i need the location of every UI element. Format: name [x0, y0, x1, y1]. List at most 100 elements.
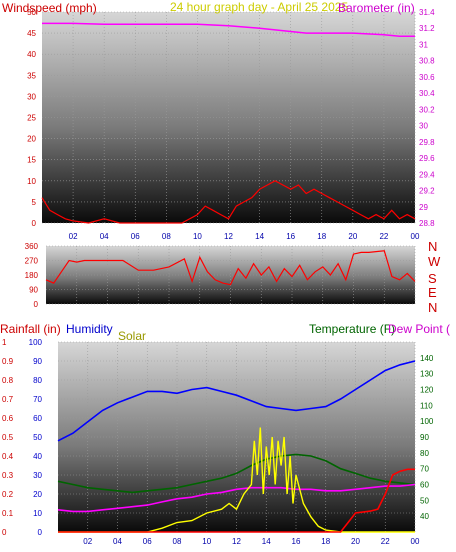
compass-tick-label: W — [428, 254, 441, 269]
temperature-tick-label: 100 — [420, 417, 434, 426]
windspeed-line — [41, 180, 416, 224]
x-tick-label: 18 — [321, 537, 330, 546]
rainfall-tick-label: 0.1 — [2, 509, 14, 518]
windspeed-axis-ticks: 0 5 10 15 20 25 30 35 40 45 50 — [27, 8, 36, 228]
temperature-tick-label: 140 — [420, 354, 434, 363]
rainfall-tick-label: 0.2 — [2, 490, 14, 499]
windspeed-tick-label: 20 — [27, 135, 36, 144]
temperature-axis-label: Temperature (F) — [309, 322, 395, 336]
compass-tick-label: E — [428, 285, 437, 300]
rain-hum-solar-temp-x-axis-ticks: 02 04 06 08 10 12 14 16 18 20 22 00 — [83, 537, 420, 546]
rainfall-tick-label: 0 — [2, 528, 7, 537]
humidity-tick-label: 90 — [33, 357, 42, 366]
barometer-axis-label: Barometer (in) — [338, 1, 415, 15]
chart-title: 24 hour graph day - April 25 2025 — [170, 0, 348, 14]
humidity-tick-label: 20 — [33, 490, 42, 499]
temperature-tick-label: 110 — [420, 401, 433, 410]
barometer-tick-label: 28.8 — [419, 219, 435, 228]
temperature-tick-label: 40 — [420, 512, 429, 521]
x-tick-label: 02 — [83, 537, 92, 546]
x-tick-label: 14 — [255, 232, 264, 241]
x-tick-label: 14 — [262, 537, 271, 546]
barometer-tick-label: 30 — [419, 122, 428, 131]
x-tick-label: 22 — [381, 537, 390, 546]
windspeed-axis-label: Windspeed (mph) — [2, 1, 97, 15]
x-tick-label: 08 — [162, 232, 171, 241]
direction-tick-label: 180 — [25, 271, 39, 280]
humidity-tick-label: 10 — [33, 509, 42, 518]
windspeed-tick-label: 45 — [27, 29, 36, 38]
windspeed-tick-label: 5 — [32, 198, 37, 207]
x-tick-label: 00 — [411, 537, 420, 546]
direction-tick-label: 0 — [34, 300, 39, 309]
windspeed-tick-label: 10 — [27, 177, 36, 186]
temperature-axis-ticks: 40 50 60 70 80 90 100 110 120 130 140 — [420, 354, 434, 521]
x-tick-label: 04 — [100, 232, 109, 241]
x-tick-label: 20 — [348, 232, 357, 241]
rainfall-line — [58, 468, 415, 533]
direction-tick-label: 270 — [25, 257, 39, 266]
temperature-tick-label: 70 — [420, 465, 429, 474]
x-tick-label: 00 — [411, 232, 420, 241]
barometer-axis-ticks: 28.8 29 29.2 29.4 29.6 29.8 30 30.2 30.4 30.6 30.8… — [419, 8, 435, 228]
temperature-tick-label: 60 — [420, 481, 429, 490]
humidity-tick-label: 0 — [38, 528, 43, 537]
humidity-line — [57, 360, 416, 442]
barometer-tick-label: 29.8 — [419, 138, 435, 147]
humidity-tick-label: 30 — [33, 471, 42, 480]
compass-tick-label: N — [428, 300, 437, 315]
barometer-line — [42, 22, 415, 38]
wind-direction-line — [45, 250, 416, 286]
humidity-axis-label: Humidity — [66, 322, 113, 336]
x-tick-label: 10 — [193, 232, 202, 241]
barometer-tick-label: 29.6 — [419, 154, 435, 163]
barometer-tick-label: 30.6 — [419, 73, 435, 82]
compass-tick-label: N — [428, 239, 437, 254]
rainfall-tick-label: 1 — [2, 338, 7, 347]
humidity-tick-label: 40 — [33, 452, 42, 461]
humidity-axis-ticks: 0 10 20 30 40 50 60 70 80 90 100 — [29, 338, 43, 537]
x-tick-label: 20 — [351, 537, 360, 546]
rainfall-tick-label: 0.3 — [2, 471, 14, 480]
wind-direction-series — [45, 250, 416, 286]
x-tick-label: 04 — [113, 537, 122, 546]
windspeed-tick-label: 50 — [27, 8, 36, 17]
solar-axis-label: Solar — [118, 329, 146, 343]
humidity-tick-label: 60 — [33, 414, 42, 423]
barometer-tick-label: 31.4 — [419, 8, 435, 17]
windspeed-tick-label: 35 — [27, 71, 36, 80]
temperature-tick-label: 50 — [420, 496, 429, 505]
x-tick-label: 16 — [292, 537, 301, 546]
rainfall-axis-label: Rainfall (in) — [0, 322, 61, 336]
temperature-tick-label: 120 — [420, 386, 434, 395]
dew-point-axis-label: Dew Point ( — [388, 322, 450, 336]
humidity-tick-label: 50 — [33, 433, 42, 442]
compass-tick-label: S — [428, 271, 437, 286]
rainfall-tick-label: 0.8 — [2, 376, 14, 385]
x-tick-label: 12 — [224, 232, 233, 241]
rainfall-tick-label: 0.9 — [2, 357, 14, 366]
direction-tick-label: 90 — [29, 286, 38, 295]
dew-point-line — [57, 483, 416, 513]
wind-baro-grid — [42, 11, 416, 224]
temperature-line — [57, 453, 416, 494]
barometer-tick-label: 30.4 — [419, 89, 435, 98]
barometer-tick-label: 31.2 — [419, 24, 435, 33]
wind-direction-plot-area — [46, 246, 415, 304]
humidity-tick-label: 100 — [29, 338, 43, 347]
x-tick-label: 08 — [173, 537, 182, 546]
x-tick-label: 06 — [143, 537, 152, 546]
direction-tick-label: 360 — [25, 242, 39, 251]
rain-hum-solar-temp-series — [57, 360, 416, 533]
x-tick-label: 06 — [131, 232, 140, 241]
windspeed-tick-label: 0 — [32, 219, 37, 228]
barometer-tick-label: 31 — [419, 40, 428, 49]
humidity-tick-label: 80 — [33, 376, 42, 385]
rainfall-tick-label: 0.5 — [2, 433, 14, 442]
windspeed-tick-label: 30 — [27, 92, 36, 101]
wind-baro-x-axis-ticks: 02 04 06 08 10 12 14 16 18 20 22 00 — [69, 232, 420, 241]
x-tick-label: 16 — [286, 232, 295, 241]
